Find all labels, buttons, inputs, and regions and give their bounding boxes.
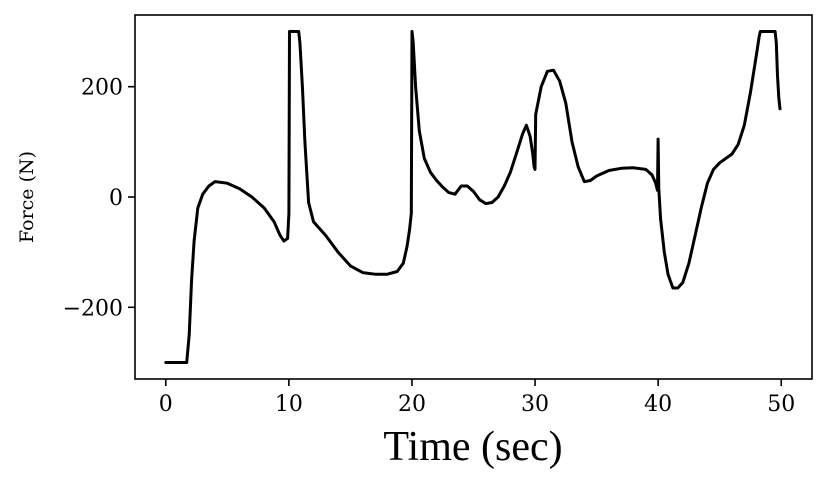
y-tick-label: −200 — [63, 296, 123, 321]
x-tick-label: 10 — [275, 392, 303, 417]
x-tick-label: 50 — [767, 392, 795, 417]
x-tick-label: 0 — [159, 392, 173, 417]
x-axis-label: Time (sec) — [383, 424, 562, 470]
x-tick-label: 40 — [644, 392, 672, 417]
y-axis-label: Force (N) — [16, 151, 38, 243]
y-tick-label: 200 — [81, 76, 123, 101]
plot-frame — [134, 14, 813, 380]
y-tick-label: 0 — [109, 186, 123, 211]
x-tick-label: 20 — [398, 392, 426, 417]
force-series-line — [164, 30, 782, 364]
axis-ticks: 0 10 20 30 40 50 −200 0 200 — [63, 76, 796, 417]
x-tick-label: 30 — [521, 392, 549, 417]
